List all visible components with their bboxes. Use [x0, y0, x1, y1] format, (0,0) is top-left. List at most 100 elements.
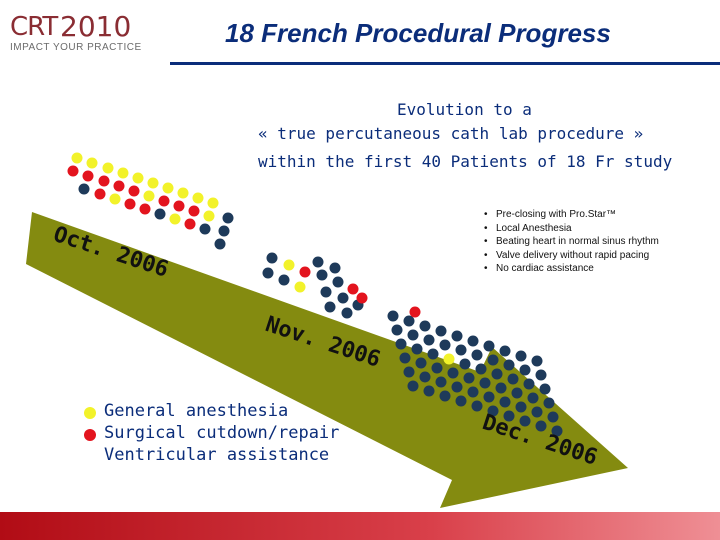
logo-year: 2010: [60, 10, 132, 43]
patient-dot: [523, 378, 535, 390]
patient-dot: [188, 205, 200, 217]
bullet-icon: •: [484, 249, 488, 261]
patient-dot: [347, 283, 359, 295]
logo-tagline: IMPACT YOUR PRACTICE: [10, 42, 142, 53]
patient-dot: [214, 238, 226, 250]
patient-dot: [423, 334, 435, 346]
criteria-item: • Pre-closing with Pro.Star™: [484, 209, 617, 220]
patient-dot: [535, 369, 547, 381]
patient-dot: [483, 340, 495, 352]
legend-item-surgical-cutdown: Surgical cutdown/repair: [104, 423, 340, 443]
patient-dot: [519, 415, 531, 427]
patient-dot: [503, 410, 515, 422]
patient-dot: [535, 420, 547, 432]
legend-item-ventricular-assistance: Ventricular assistance: [104, 445, 330, 465]
title-underline: [170, 62, 720, 65]
legend-red-dot: [84, 429, 96, 441]
slide-title: 18 French Procedural Progress: [225, 18, 611, 48]
patient-dot: [419, 320, 431, 332]
patient-dot: [139, 203, 151, 215]
patient-dot: [495, 382, 507, 394]
patient-dot: [169, 213, 181, 225]
patient-dot: [539, 383, 551, 395]
patient-dot: [128, 185, 140, 197]
patient-dot: [435, 376, 447, 388]
patient-dot: [435, 325, 447, 337]
patient-dot: [455, 395, 467, 407]
patient-dot: [324, 301, 336, 313]
patient-dot: [403, 315, 415, 327]
evolution-line-2: « true percutaneous cath lab procedure »: [258, 124, 644, 143]
patient-dot: [467, 335, 479, 347]
patient-dot: [503, 359, 515, 371]
patient-dot: [177, 187, 189, 199]
patient-dot: [124, 198, 136, 210]
patient-dot: [483, 391, 495, 403]
patient-dot: [320, 286, 332, 298]
patient-dot: [337, 292, 349, 304]
patient-dot: [278, 274, 290, 286]
patient-dot: [395, 338, 407, 350]
patient-dot: [479, 377, 491, 389]
patient-dot: [82, 170, 94, 182]
patient-dot: [173, 200, 185, 212]
patient-dot: [102, 162, 114, 174]
patient-dot: [218, 225, 230, 237]
patient-dot: [158, 195, 170, 207]
patient-dot: [316, 269, 328, 281]
patient-dot: [439, 390, 451, 402]
patient-dot: [341, 307, 353, 319]
patient-dot: [262, 267, 274, 279]
patient-dot: [94, 188, 106, 200]
patient-dot: [543, 397, 555, 409]
patient-dot: [207, 197, 219, 209]
patient-dot: [403, 366, 415, 378]
patient-dot: [451, 381, 463, 393]
criteria-item: • Valve delivery without rapid pacing: [484, 249, 650, 261]
patient-dot: [199, 223, 211, 235]
legend: General anesthesia Surgical cutdown/repa…: [104, 400, 339, 466]
patient-dot: [192, 192, 204, 204]
patient-dot: [467, 386, 479, 398]
patient-dot: [531, 406, 543, 418]
patient-dot: [283, 259, 295, 271]
patient-dot: [98, 175, 110, 187]
patient-dot: [391, 324, 403, 336]
patient-dot: [507, 373, 519, 385]
patient-dot: [203, 210, 215, 222]
patient-dot: [491, 368, 503, 380]
criteria-list: • Pre-closing with Pro.Star™ • Local Anest…: [484, 208, 659, 276]
criteria-item: • Beating heart in normal sinus rhythm: [484, 236, 659, 247]
bullet-icon: •: [484, 222, 488, 234]
evolution-line-3: within the first 40 Patients of 18 Fr st…: [258, 152, 673, 171]
patient-dot: [515, 401, 527, 413]
patient-dot: [547, 411, 559, 423]
patient-dot: [407, 380, 419, 392]
patient-dot: [515, 350, 527, 362]
patient-dot: [463, 372, 475, 384]
footer-band: [0, 512, 720, 540]
logo-crt: CRT: [10, 12, 58, 42]
patient-dot: [427, 348, 439, 360]
patient-dot: [519, 364, 531, 376]
patient-dot: [415, 357, 427, 369]
patient-dot: [154, 208, 166, 220]
patient-dot: [387, 310, 399, 322]
bullet-icon: •: [484, 236, 488, 247]
patient-dot: [117, 167, 129, 179]
patient-dot: [266, 252, 278, 264]
patient-dot: [419, 371, 431, 383]
patient-dot: [399, 352, 411, 364]
patient-dot: [109, 193, 121, 205]
patient-dot: [451, 330, 463, 342]
patient-dot: [487, 405, 499, 417]
patient-dot: [294, 281, 306, 293]
patient-dot: [447, 367, 459, 379]
patient-dot: [527, 392, 539, 404]
patient-dot: [443, 353, 455, 365]
patient-dot: [143, 190, 155, 202]
patient-dot: [162, 182, 174, 194]
